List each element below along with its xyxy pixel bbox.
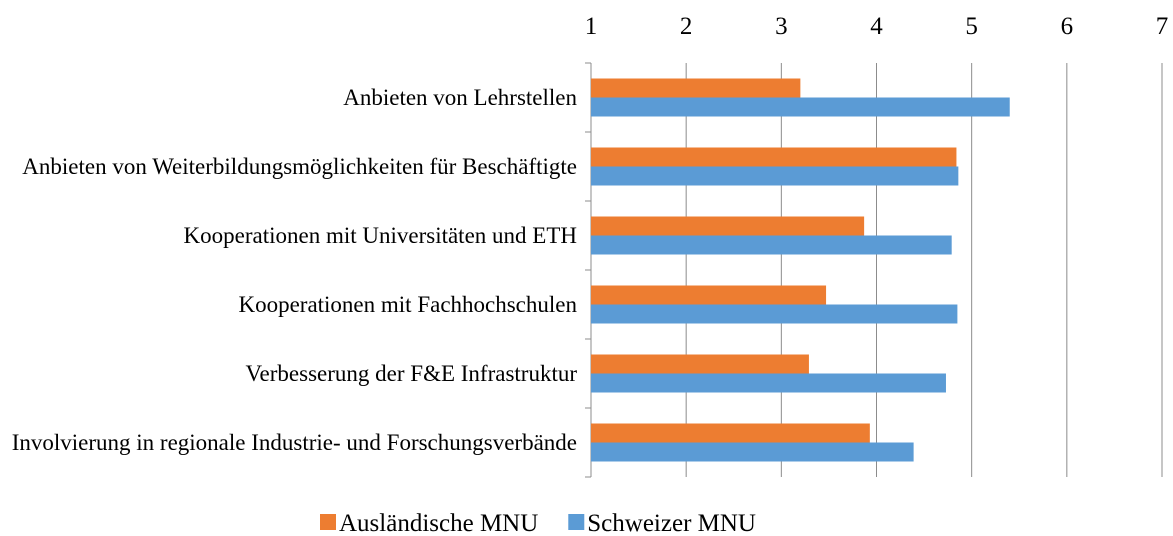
y-tick-label: Anbieten von Lehrstellen	[343, 84, 577, 110]
bar	[591, 97, 1010, 117]
bar	[591, 423, 870, 443]
x-tick-label: 7	[1156, 13, 1169, 40]
bar	[591, 166, 959, 186]
legend-label: Schweizer MNU	[587, 510, 756, 536]
x-tick-label: 4	[870, 13, 883, 40]
x-tick-label: 3	[775, 13, 788, 40]
legend-swatch	[320, 514, 336, 530]
bar	[591, 285, 827, 305]
x-tick-label: 6	[1061, 13, 1074, 40]
bar	[591, 235, 952, 255]
bar	[591, 373, 946, 393]
bar	[591, 78, 801, 98]
y-tick-label: Involvierung in regionale Industrie- und…	[11, 429, 577, 455]
legend-label: Ausländische MNU	[339, 510, 538, 536]
bar	[591, 147, 957, 167]
y-tick-label: Verbesserung der F&E Infrastruktur	[245, 360, 578, 386]
bar	[591, 354, 809, 374]
bar	[591, 442, 914, 462]
bar	[591, 216, 865, 236]
bar	[591, 304, 958, 324]
y-tick-label: Anbieten von Weiterbildungsmöglichkeiten…	[22, 153, 577, 179]
y-tick-label: Kooperationen mit Fachhochschulen	[238, 291, 577, 317]
x-tick-label: 1	[585, 13, 598, 40]
x-tick-label: 2	[680, 13, 693, 40]
y-tick-label: Kooperationen mit Universitäten und ETH	[183, 222, 577, 248]
legend-swatch	[568, 514, 585, 530]
x-tick-label: 5	[965, 13, 978, 40]
